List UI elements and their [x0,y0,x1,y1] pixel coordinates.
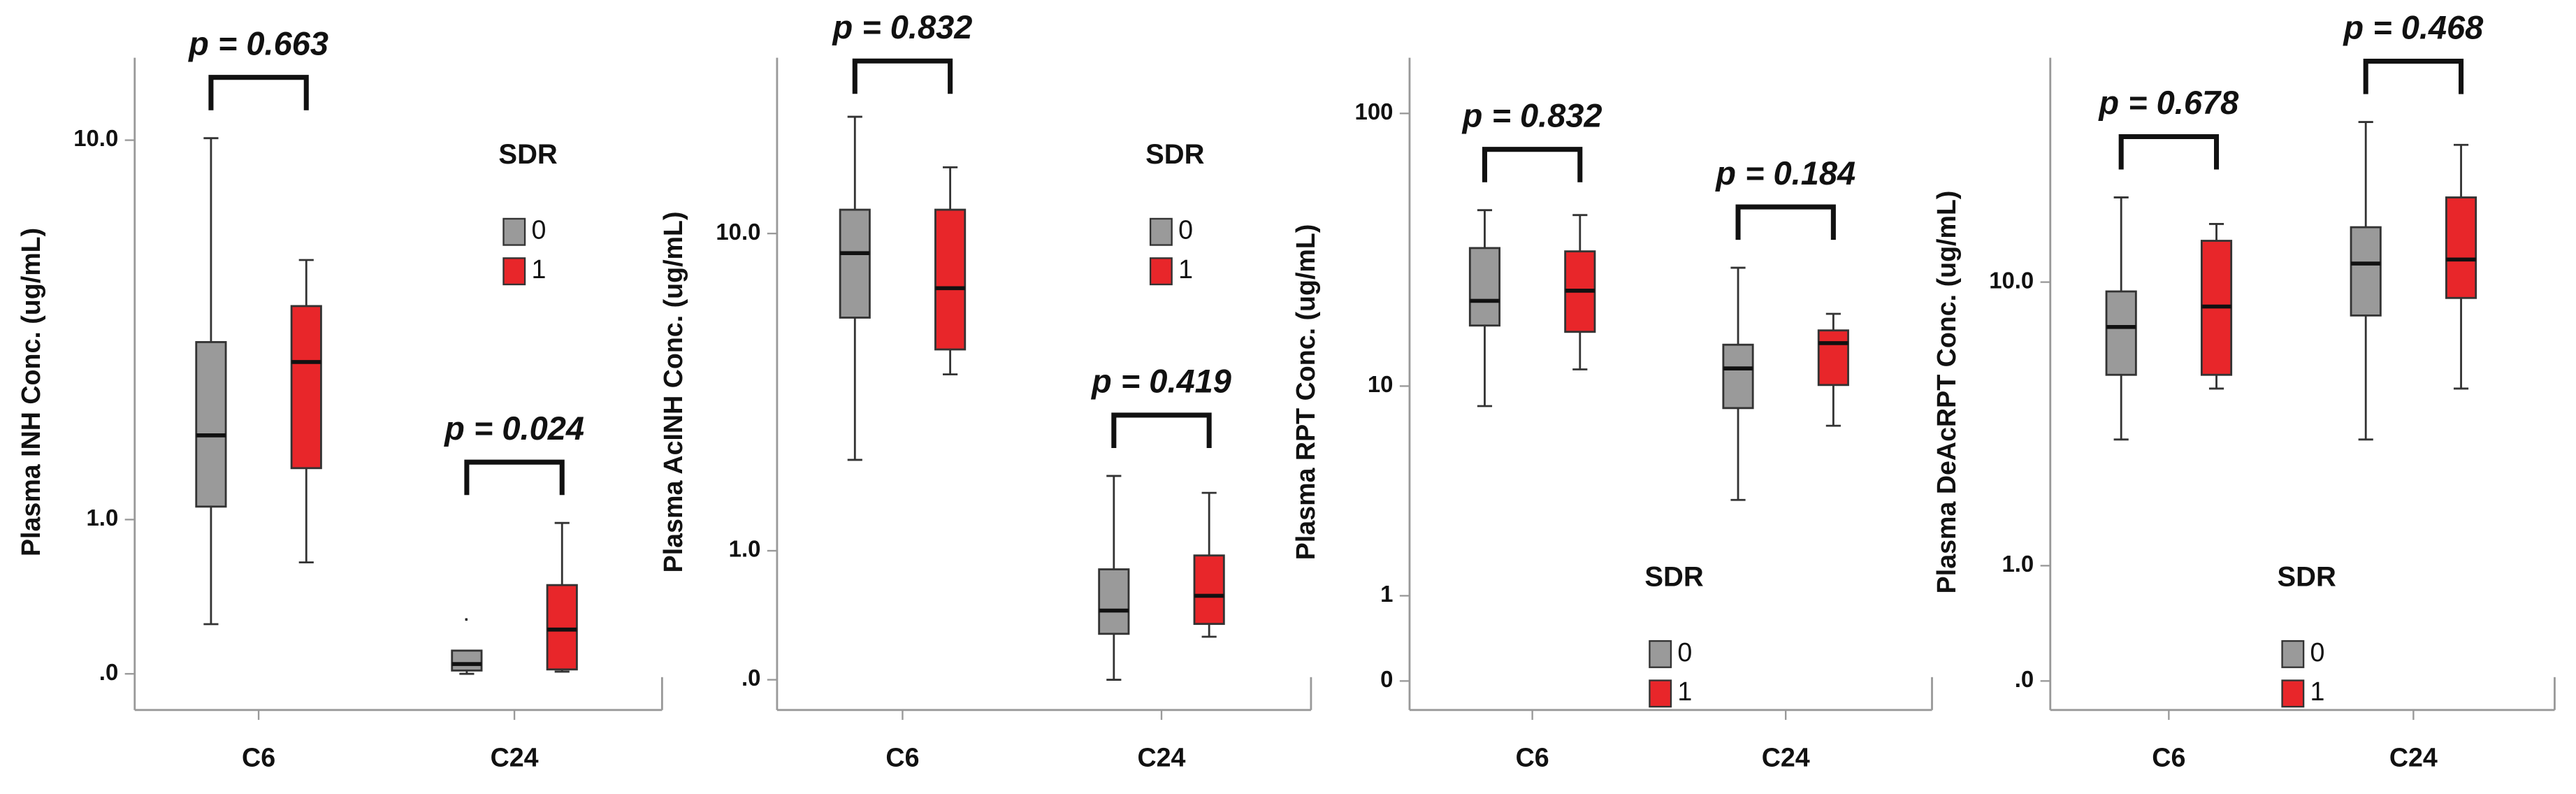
y-tick-label: .0 [741,665,760,691]
box [290,305,322,470]
y-tick-label: 10 [1368,371,1394,397]
bracket [208,75,309,110]
y-tick-label: 100 [1355,99,1394,124]
box [1722,343,1754,410]
y-tick-label: 1.0 [87,505,119,530]
y-tick-label: 10.0 [716,219,760,245]
legend-swatch [1149,257,1173,286]
p-value: p = 0.184 [1714,154,1855,192]
x-tick-label: C24 [1137,742,1185,772]
bracket [2118,133,2220,170]
y-tick-label: 10.0 [1989,267,2034,293]
legend-label: 1 [1677,677,1692,706]
box [1193,554,1225,626]
y-axis-label: Plasma INH Conc. (ug/mL) [16,228,45,556]
x-tick-label: C6 [242,742,275,772]
panel: Plasma DeAcRPT Conc. (ug/mL) .0 1.0 10.0 C6 p… [1932,8,2556,772]
box [839,208,871,319]
legend-swatch [1649,640,1672,668]
legend-swatch [1649,679,1672,708]
legend-title: SDR [2278,561,2337,592]
box [546,584,578,671]
bracket [1482,147,1583,182]
legend-label: 1 [1178,254,1193,284]
p-value: p = 0.678 [2097,84,2239,121]
bracket [2363,59,2464,94]
bracket [464,459,565,496]
box [195,341,227,508]
y-tick-label: 10.0 [73,125,118,151]
x-tick-label: C24 [491,742,539,772]
y-tick-label: 0 [1380,666,1393,692]
outlier: · [464,610,470,628]
legend-title: SDR [498,139,558,170]
y-tick-label: .0 [2015,666,2034,692]
box [2445,196,2477,299]
box [2350,226,2382,317]
y-tick-label: .0 [99,659,118,685]
legend-swatch [502,257,526,286]
legend-title: SDR [1644,561,1704,592]
bracket [1111,412,1212,448]
y-axis-label: Plasma DeAcRPT Conc. (ug/mL) [1932,191,1961,594]
x-tick-label: C6 [885,742,919,772]
y-axis-label: Plasma RPT Conc. (ug/mL) [1291,224,1320,561]
y-tick-label: 1 [1380,581,1393,607]
box [1468,247,1501,327]
panel: Plasma INH Conc. (ug/mL) .0 1.0 10.0 C6 p = 0… [16,24,663,772]
p-value: p = 0.832 [1461,96,1602,133]
box [451,649,483,672]
legend-swatch [2281,640,2305,668]
legend-title: SDR [1145,139,1205,170]
x-tick-label: C24 [1762,742,1810,772]
p-value: p = 0.468 [2342,8,2484,45]
p-value: p = 0.832 [832,8,973,45]
legend-label: 0 [1178,215,1193,245]
y-axis-label: Plasma AcINH Conc. (ug/mL) [658,212,688,573]
y-tick-label: 1.0 [729,536,761,562]
x-tick-label: C6 [1516,742,1549,772]
x-tick-label: C24 [2389,742,2438,772]
panel: Plasma AcINH Conc. (ug/mL) .0 1.0 10.0 C6 p =… [658,8,1312,772]
bracket [852,58,953,94]
legend-label: 0 [1677,637,1692,667]
p-value: p = 0.419 [1090,363,1231,400]
legend-label: 1 [2310,677,2325,706]
y-tick-label: 1.0 [2002,551,2034,577]
legend-label: 0 [2310,637,2325,667]
legend-swatch [502,217,526,246]
p-value: p = 0.663 [187,24,328,62]
box [1098,568,1130,635]
x-tick-label: C6 [2152,742,2185,772]
p-value: p = 0.024 [443,410,584,447]
legend-swatch [1149,217,1173,246]
legend-swatch [2281,679,2305,708]
box [2105,290,2137,376]
box [934,208,967,351]
legend-label: 1 [531,254,546,284]
box [1817,329,1849,387]
bracket [1735,204,1836,240]
legend-label: 0 [531,215,546,245]
